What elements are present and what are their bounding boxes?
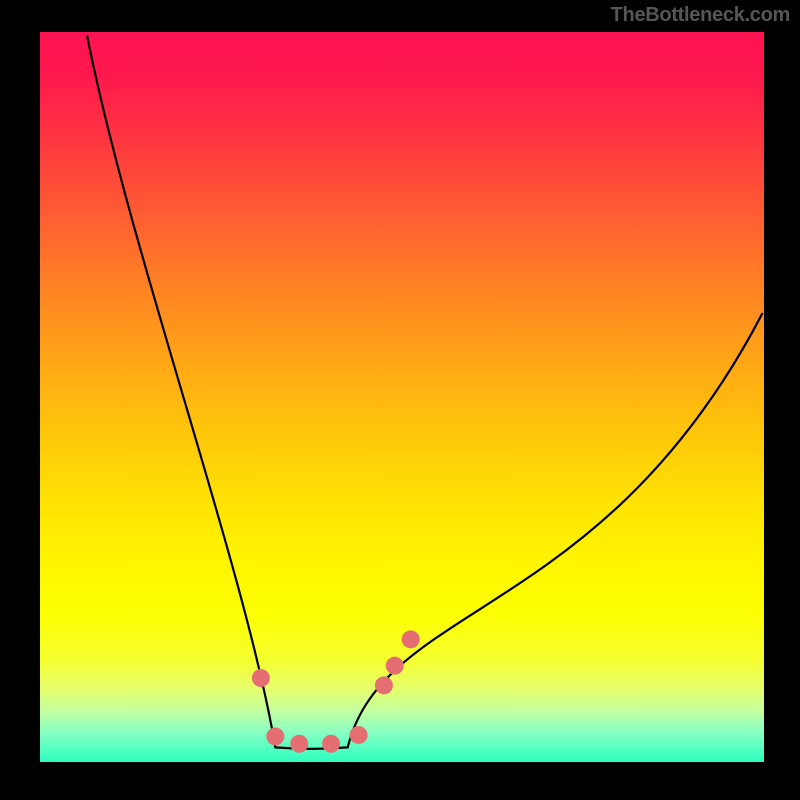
watermark-text: TheBottleneck.com <box>611 4 790 27</box>
marker-point <box>375 676 393 694</box>
marker-point <box>350 726 368 744</box>
marker-point <box>386 657 404 675</box>
marker-point <box>266 727 284 745</box>
marker-point <box>402 630 420 648</box>
gradient-background <box>40 32 764 762</box>
marker-point <box>290 735 308 753</box>
marker-point <box>252 669 270 687</box>
chart-canvas <box>40 32 764 762</box>
marker-point <box>322 735 340 753</box>
chart-container: TheBottleneck.com <box>0 0 800 800</box>
